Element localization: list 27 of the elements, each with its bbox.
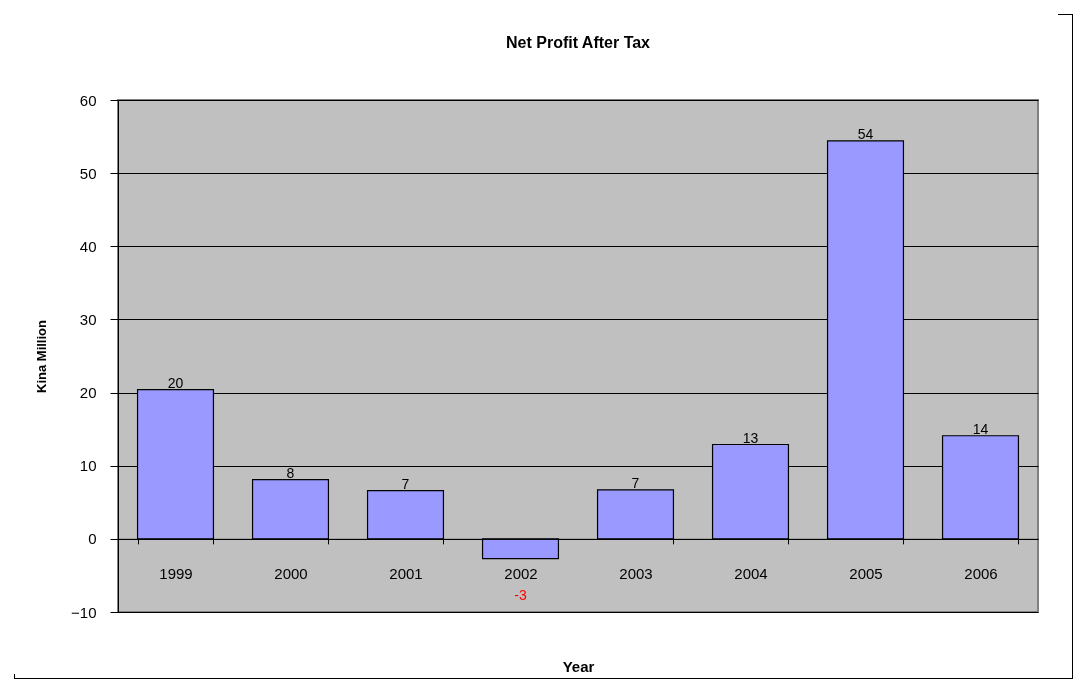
x-tick-label: 1999: [159, 565, 193, 583]
y-axis-title: Kina Million: [34, 319, 50, 393]
data-label: 8: [286, 464, 295, 481]
y-tick-label: 20: [79, 384, 97, 402]
x-tick-label: 2001: [389, 565, 423, 583]
y-tick-label: 40: [79, 237, 97, 255]
chart-title: Net Profit After Tax: [505, 34, 651, 51]
data-label: 7: [401, 475, 410, 492]
x-tick-label: 2004: [734, 565, 768, 583]
data-label: 54: [857, 125, 874, 142]
data-label: 20: [167, 374, 184, 391]
x-tick-label: 2003: [619, 565, 653, 583]
data-label: 13: [742, 429, 759, 446]
data-label: 14: [972, 420, 989, 437]
x-tick-label: 2006: [964, 565, 998, 583]
y-tick-label: 50: [79, 164, 97, 182]
y-tick-label: 60: [79, 91, 97, 109]
y-tick-label: 0: [88, 530, 97, 548]
x-tick-label: 2005: [849, 565, 883, 583]
y-tick-label: 30: [79, 310, 97, 328]
x-tick-label: 2000: [274, 565, 308, 583]
x-axis-title: Year: [562, 657, 595, 675]
x-tick-label: 2002: [504, 565, 538, 583]
y-tick-label: 10: [79, 457, 97, 475]
y-tick-label: −10: [71, 603, 97, 621]
data-label: -3: [514, 586, 527, 603]
data-label: 7: [631, 474, 640, 491]
